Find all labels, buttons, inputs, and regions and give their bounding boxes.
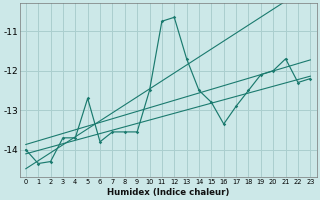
X-axis label: Humidex (Indice chaleur): Humidex (Indice chaleur): [107, 188, 229, 197]
